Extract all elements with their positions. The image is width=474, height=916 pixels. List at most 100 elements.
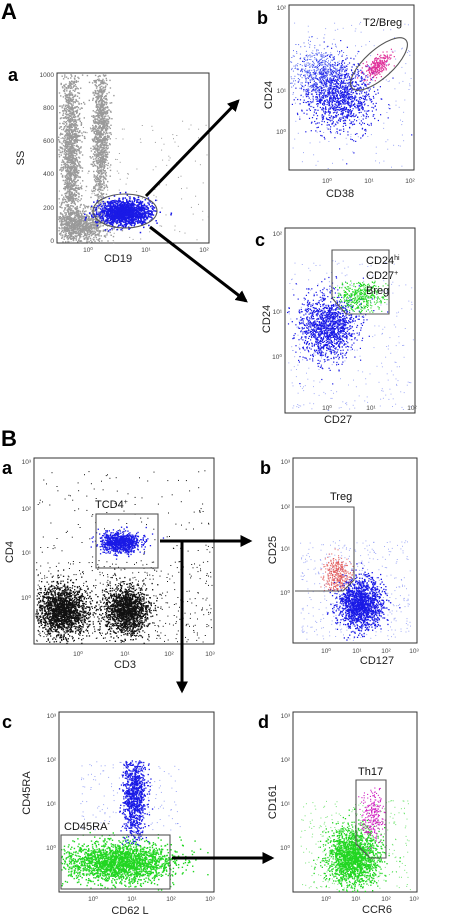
event-dot xyxy=(107,110,108,111)
event-dot xyxy=(64,227,65,228)
event-dot xyxy=(110,125,111,126)
event-dot xyxy=(109,117,110,118)
event-dot xyxy=(109,203,111,205)
event-dot xyxy=(79,237,80,238)
event-dot xyxy=(105,139,106,140)
event-dot xyxy=(138,219,140,221)
event-dot xyxy=(101,123,102,124)
event-dot xyxy=(66,187,67,188)
event-dot xyxy=(64,88,65,89)
event-dot xyxy=(62,235,63,236)
event-dot xyxy=(127,173,128,174)
event-dot xyxy=(95,195,96,196)
event-dot xyxy=(104,165,105,166)
event-dot xyxy=(71,76,72,77)
event-dot xyxy=(67,210,68,211)
event-dot xyxy=(102,92,103,93)
event-dot xyxy=(74,218,75,219)
event-dot xyxy=(124,129,125,130)
event-dot xyxy=(108,137,109,138)
event-dot xyxy=(70,180,71,181)
event-dot xyxy=(99,181,100,182)
event-dot xyxy=(91,234,92,235)
event-dot xyxy=(77,96,78,97)
event-dot xyxy=(73,145,74,146)
event-dot xyxy=(98,124,99,125)
event-dot xyxy=(82,74,83,75)
event-dot xyxy=(70,93,71,94)
event-dot xyxy=(138,202,140,204)
event-dot xyxy=(75,208,76,209)
event-dot xyxy=(59,169,60,170)
event-dot xyxy=(65,207,66,208)
event-dot xyxy=(79,157,80,158)
event-dot xyxy=(69,236,70,237)
event-dot xyxy=(63,161,64,162)
event-dot xyxy=(78,193,79,194)
event-dot xyxy=(66,146,67,147)
event-dot xyxy=(110,128,111,129)
event-dot xyxy=(93,224,94,225)
event-dot xyxy=(100,217,102,219)
event-dot xyxy=(100,80,101,81)
event-dot xyxy=(104,118,105,119)
event-dot xyxy=(107,187,108,188)
event-dot xyxy=(94,145,95,146)
event-dot xyxy=(88,206,89,207)
event-dot xyxy=(75,86,76,87)
event-dot xyxy=(98,133,99,134)
event-dot xyxy=(97,113,98,114)
event-dot xyxy=(104,163,105,164)
event-dot xyxy=(195,161,196,162)
event-dot xyxy=(111,211,113,213)
event-dot xyxy=(95,121,96,122)
event-dot xyxy=(68,146,69,147)
event-dot xyxy=(106,159,107,160)
event-dot xyxy=(144,219,146,221)
event-dot xyxy=(67,95,68,96)
event-dot xyxy=(149,231,150,232)
event-dot xyxy=(105,83,106,84)
event-dot xyxy=(69,144,70,145)
event-dot xyxy=(121,212,123,214)
event-dot xyxy=(65,215,66,216)
event-dot xyxy=(98,186,99,187)
event-dot xyxy=(115,219,117,221)
event-dot xyxy=(98,240,99,241)
event-dot xyxy=(81,123,82,124)
event-dot xyxy=(122,210,124,212)
event-dot xyxy=(61,138,62,139)
event-dot xyxy=(77,226,78,227)
event-dot xyxy=(70,118,71,119)
event-dot xyxy=(72,196,73,197)
event-dot xyxy=(70,195,71,196)
event-dot xyxy=(133,211,135,213)
event-dot xyxy=(97,148,98,149)
event-dot xyxy=(116,217,118,219)
event-dot xyxy=(103,91,104,92)
event-dot xyxy=(65,220,66,221)
event-dot xyxy=(166,184,167,185)
event-dot xyxy=(103,151,104,152)
event-dot xyxy=(127,201,129,203)
event-dot xyxy=(83,223,84,224)
event-dot xyxy=(81,107,82,108)
event-dot xyxy=(93,237,94,238)
event-dot xyxy=(76,212,77,213)
event-dot xyxy=(103,118,104,119)
event-dot xyxy=(67,198,68,199)
event-dot xyxy=(68,103,69,104)
event-dot xyxy=(127,209,129,211)
event-dot xyxy=(123,213,125,215)
event-dot xyxy=(85,233,86,234)
event-dot xyxy=(73,229,74,230)
event-dot xyxy=(69,128,70,129)
event-dot xyxy=(92,82,93,83)
event-dot xyxy=(75,153,76,154)
event-dot xyxy=(72,147,73,148)
event-dot xyxy=(75,164,76,165)
event-dot xyxy=(103,187,104,188)
event-dot xyxy=(64,239,65,240)
event-dot xyxy=(60,150,61,151)
